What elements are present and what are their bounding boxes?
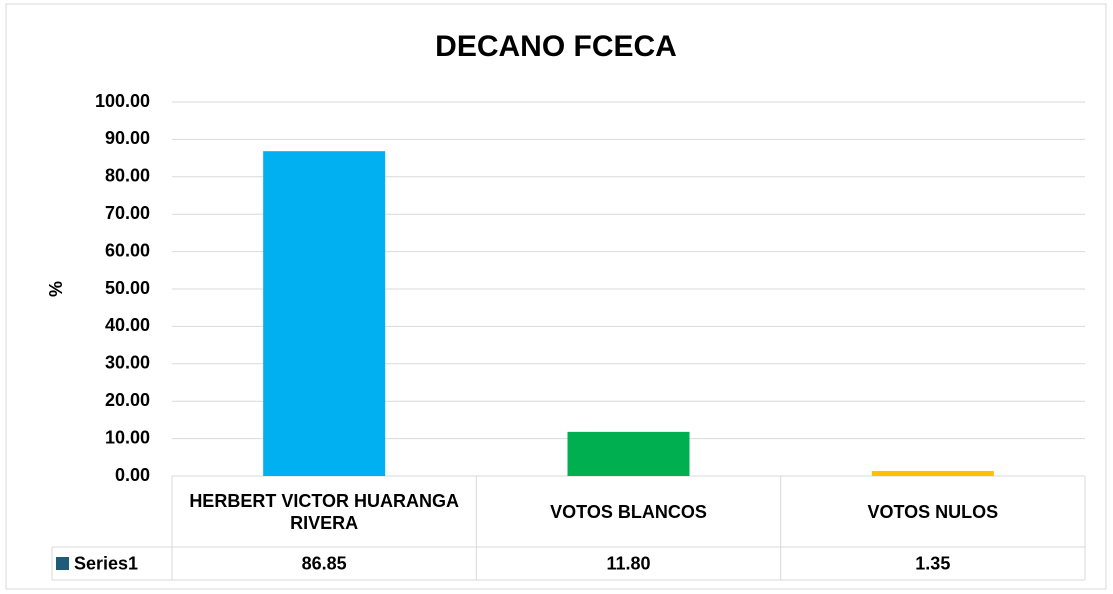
y-tick-label: 70.00 [105, 203, 150, 223]
x-tick-label-box: VOTOS BLANCOS [550, 501, 707, 522]
data-table-value: 1.35 [915, 553, 950, 573]
y-tick-label: 90.00 [105, 128, 150, 148]
y-tick-label: 40.00 [105, 315, 150, 335]
chart-title: DECANO FCECA [435, 30, 677, 63]
y-tick-label: 50.00 [105, 278, 150, 298]
x-tick-label: VOTOS BLANCOS [550, 501, 707, 522]
y-tick-label: 100.00 [95, 91, 150, 111]
y-tick-label: 10.00 [105, 427, 150, 447]
y-tick-label: 20.00 [105, 390, 150, 410]
legend-label: Series1 [74, 553, 138, 573]
y-tick-label: 60.00 [105, 240, 150, 260]
x-tick-label: VOTOS NULOS [867, 501, 999, 522]
y-tick-label: 30.00 [105, 353, 150, 373]
x-tick-label-box: HERBERT VICTOR HUARANGA RIVERA [189, 490, 459, 533]
x-tick-label-box: VOTOS NULOS [867, 501, 999, 522]
y-tick-label: 0.00 [115, 465, 150, 485]
bar [871, 470, 994, 476]
data-table-value: 11.80 [606, 553, 650, 573]
data-table-value: 86.85 [302, 553, 347, 573]
y-axis-label: % [46, 281, 66, 297]
y-tick-label: 80.00 [105, 166, 150, 186]
legend-key [56, 557, 69, 570]
x-tick-label: HERBERT VICTOR HUARANGA RIVERA [189, 490, 459, 533]
bar [263, 151, 386, 476]
bar [567, 431, 690, 476]
